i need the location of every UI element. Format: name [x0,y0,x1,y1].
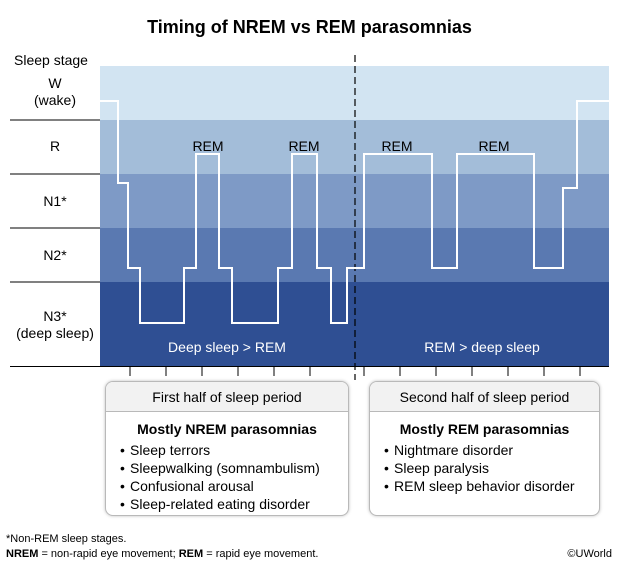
x-axis-ticks [129,366,581,376]
stage-label-n2: N2* [0,247,110,264]
hypnogram-line [100,100,609,324]
stage-label-line: (deep sleep) [16,325,94,341]
box-header: First half of sleep period [106,382,348,412]
stage-label-n1: N1* [0,193,110,210]
rem-label: REM [288,138,319,154]
rem-label: REM [381,138,412,154]
abbr-nrem-def: = non-rapid eye movement; [38,548,179,560]
list-item: Sleep-related eating disorder [120,495,348,513]
list-item: Confusional arousal [120,477,348,495]
figure-title: Timing of NREM vs REM parasomnias [147,17,472,37]
list-item: Nightmare disorder [384,441,599,459]
stage-label-line: W [48,75,62,91]
list-item: Sleepwalking (somnambulism) [120,459,348,477]
abbr-rem: REM [178,548,204,560]
list-item: Sleep terrors [120,441,348,459]
stage-label-n3: N3* (deep sleep) [0,308,110,342]
abbr-rem-def: = rapid eye movement. [203,548,319,560]
stage-label-rem: R [0,138,110,155]
parasomnia-list: Sleep terrors Sleepwalking (somnambulism… [106,441,348,513]
list-item: REM sleep behavior disorder [384,477,599,495]
box-header: Second half of sleep period [370,382,599,412]
parasomnia-list: Nightmare disorder Sleep paralysis REM s… [370,441,599,495]
region-label-first-half: Deep sleep > REM [168,339,286,355]
copyright: ©UWorld [567,548,612,560]
abbr-nrem: NREM [6,548,39,560]
footnote-nonrem: *Non-REM sleep stages. [6,533,127,545]
region-label-second-half: REM > deep sleep [424,339,540,355]
stage-label-line: N1* [43,193,67,209]
second-half-box: Second half of sleep period Mostly REM p… [369,381,600,516]
box-subtitle: Mostly REM parasomnias [399,421,570,437]
stage-label-line: N3* [43,308,67,324]
rem-label: REM [478,138,509,154]
y-axis-title: Sleep stage [14,52,88,68]
stage-label-wake: W (wake) [0,75,110,109]
stage-label-line: (wake) [33,92,76,108]
stage-label-line: R [49,138,61,154]
rem-label: REM [192,138,223,154]
first-half-box: First half of sleep period Mostly NREM p… [105,381,349,516]
list-item: Sleep paralysis [384,459,599,477]
stage-label-line: N2* [43,247,67,263]
footnote-abbreviations: NREM = non-rapid eye movement; REM = rap… [6,548,318,560]
stage-separators [10,119,100,283]
box-subtitle: Mostly NREM parasomnias [137,421,317,437]
